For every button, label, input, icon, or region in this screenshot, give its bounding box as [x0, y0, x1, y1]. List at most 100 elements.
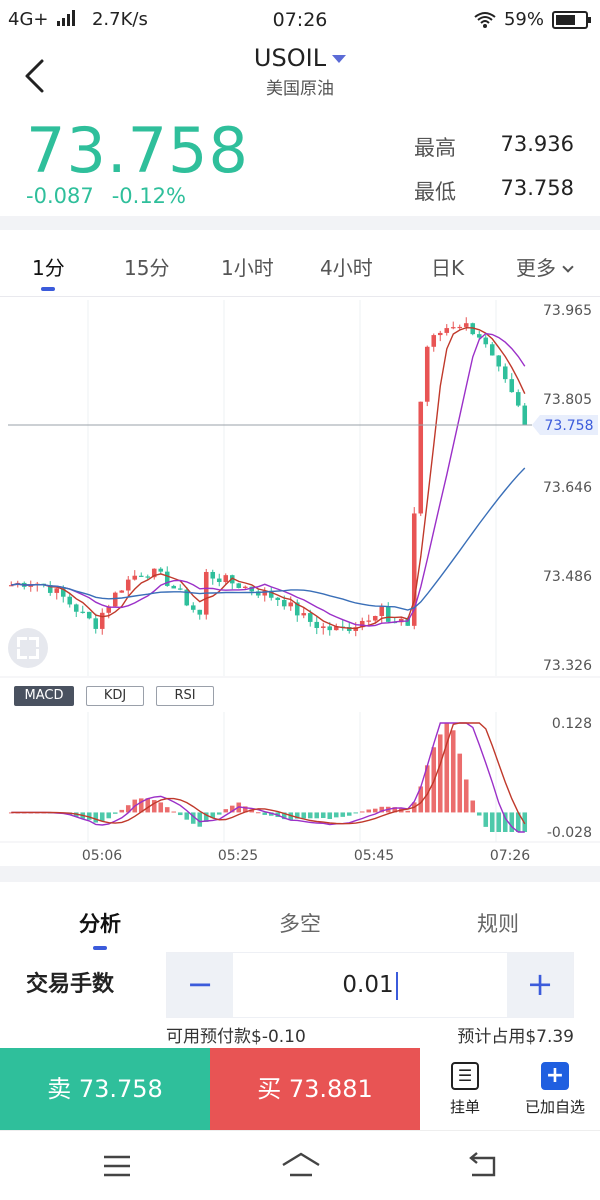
section-divider: [0, 216, 600, 230]
menu-icon[interactable]: [102, 1155, 132, 1177]
macd-bar: [112, 812, 118, 814]
candle-body: [301, 613, 307, 616]
candle-body: [509, 379, 515, 393]
symbol-selector[interactable]: USOIL: [0, 44, 600, 72]
indicator-kdj[interactable]: KDJ: [86, 686, 144, 706]
back-nav-icon[interactable]: [466, 1151, 498, 1179]
macd-bar: [255, 812, 261, 814]
macd-tick-label: 0.128: [552, 716, 592, 732]
macd-bar: [190, 812, 196, 824]
candle-body: [379, 606, 385, 616]
candle-body: [99, 612, 105, 629]
macd-bar: [372, 808, 378, 813]
symbol-name: 美国原油: [266, 79, 334, 99]
increase-button[interactable]: +: [507, 953, 573, 1017]
decrease-button[interactable]: −: [167, 953, 233, 1017]
macd-bar: [210, 812, 216, 818]
tab-more-label: 更多: [516, 256, 556, 280]
tab-daily[interactable]: 日K: [431, 256, 465, 280]
macd-bar: [125, 805, 131, 813]
price-tick-label: 73.805: [543, 392, 592, 408]
time-tick-label: 07:26: [490, 848, 530, 864]
candle-body: [223, 575, 229, 582]
candle-body: [229, 575, 235, 584]
macd-bar: [366, 809, 372, 813]
battery-percent: 59%: [503, 9, 544, 30]
system-nav-bar: [0, 1130, 600, 1200]
macd-bar: [93, 812, 99, 823]
chevron-left-icon: [25, 59, 44, 93]
divider: [0, 296, 600, 297]
home-icon[interactable]: [280, 1151, 322, 1179]
macd-bar: [496, 812, 502, 832]
price-tick-label: 73.646: [543, 480, 592, 496]
price-change: -0.087 -0.12%: [26, 184, 186, 208]
candle-body: [320, 626, 326, 628]
macd-bar: [320, 812, 326, 818]
candle-body: [216, 578, 222, 582]
candle-body: [372, 615, 378, 621]
tab-4h[interactable]: 4小时: [320, 256, 373, 280]
macd-bar: [158, 802, 164, 813]
pending-order-button[interactable]: ☰ 挂单: [420, 1062, 510, 1117]
tab-long-short[interactable]: 多空: [279, 912, 321, 936]
candle-body: [28, 585, 34, 587]
macd-bar: [216, 812, 222, 815]
macd-bar: [392, 807, 398, 813]
available-margin: 可用预付款$-0.10: [166, 1027, 306, 1047]
macd-dif-line: [11, 722, 525, 833]
macd-bar: [281, 812, 287, 820]
macd-bar: [437, 734, 443, 813]
trade-tabs: 分析 多空 规则: [0, 892, 600, 950]
network-type: 4G+: [8, 9, 49, 30]
price-chart[interactable]: 73.758 73.965 73.805 73.646 73.486 73.326 0.12…: [0, 296, 600, 871]
macd-bar: [145, 798, 151, 813]
macd-bar: [249, 809, 255, 813]
network-speed: 2.7K/s: [91, 9, 148, 30]
watchlist-button[interactable]: + 已加自选: [510, 1062, 600, 1117]
macd-bar: [463, 779, 469, 813]
fullscreen-button[interactable]: [8, 628, 48, 668]
candle-body: [424, 346, 430, 402]
candle-body: [151, 568, 157, 578]
indicator-macd[interactable]: MACD: [14, 686, 74, 706]
candle-body: [73, 604, 79, 612]
candle-body: [164, 571, 170, 586]
candle-body: [314, 621, 320, 628]
candle-body: [294, 602, 300, 616]
lot-input[interactable]: 0.01: [233, 953, 507, 1017]
tab-15m[interactable]: 15分: [124, 256, 170, 280]
tab-more[interactable]: 更多: [516, 252, 574, 281]
indicator-rsi[interactable]: RSI: [156, 686, 214, 706]
tab-analysis[interactable]: 分析: [40, 908, 160, 950]
tab-rules[interactable]: 规则: [477, 912, 519, 936]
low-row: 最低 73.758: [414, 176, 574, 206]
macd-bar: [346, 812, 352, 816]
macd-bar: [444, 723, 450, 813]
current-price-tag: [532, 415, 598, 435]
buy-button[interactable]: 买 73.881: [210, 1048, 420, 1130]
low-label: 最低: [414, 180, 456, 204]
candle-body: [450, 327, 456, 329]
candle-body: [54, 588, 60, 593]
price-tick-label: 73.486: [543, 569, 592, 585]
status-bar: 4G+ 2.7K/s 07:26 59%: [0, 0, 600, 40]
macd-bar: [424, 765, 430, 813]
candle-body: [333, 626, 339, 631]
back-button[interactable]: [22, 58, 52, 98]
macd-bar: [184, 812, 190, 820]
time-tick-label: 05:25: [218, 848, 258, 864]
tab-1m[interactable]: 1分: [32, 252, 65, 291]
macd-bar: [522, 812, 528, 832]
watchlist-label: 已加自选: [524, 1098, 585, 1116]
sell-button[interactable]: 卖 73.758: [0, 1048, 210, 1130]
candle-body: [288, 602, 294, 607]
ma-line-mid: [11, 332, 526, 627]
tab-1h[interactable]: 1小时: [221, 256, 274, 280]
candle-body: [255, 591, 261, 596]
macd-bar: [359, 811, 365, 813]
price-tick-label: 73.326: [543, 658, 592, 674]
macd-bar: [379, 806, 385, 813]
macd-bar: [470, 800, 476, 813]
text-cursor: [395, 971, 398, 1000]
